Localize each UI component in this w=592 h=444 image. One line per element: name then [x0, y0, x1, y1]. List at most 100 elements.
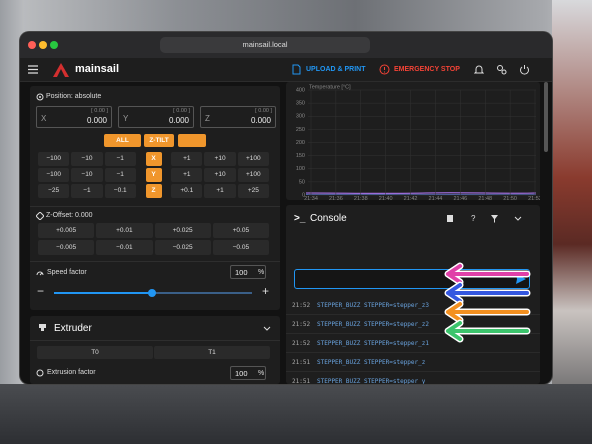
jog-button[interactable]: +1 — [171, 168, 203, 182]
axis-button[interactable]: Y — [145, 168, 162, 182]
zoom-button[interactable] — [50, 41, 58, 49]
message-time: 21:52 — [292, 302, 311, 309]
z-offset-button[interactable]: +0.025 — [154, 223, 211, 238]
scrollbar[interactable] — [544, 82, 548, 152]
jog-button[interactable]: +1 — [204, 184, 236, 198]
jog-button[interactable]: +0.1 — [171, 184, 203, 198]
extruder-icon — [39, 324, 46, 331]
speed-increase[interactable]: + — [262, 284, 270, 298]
speed-unit: % — [258, 269, 265, 276]
arrow-pink — [444, 262, 531, 286]
jog-button[interactable]: +100 — [237, 168, 269, 182]
axis-input[interactable]: Z [ 0.00 ] 0.000 — [200, 106, 276, 128]
axis-value: 0.000 — [250, 116, 271, 125]
position-icon — [36, 93, 44, 101]
jog-button[interactable]: −0.1 — [104, 184, 136, 198]
motors-off-button[interactable] — [178, 134, 206, 147]
message-text: STEPPER_BUZZ STEPPER=stepper_z2 — [317, 321, 429, 328]
wallpaper — [0, 384, 592, 444]
jog-button[interactable]: +25 — [237, 184, 269, 198]
x-tick-label: 21:34 — [304, 196, 318, 200]
x-tick-label: 21:50 — [503, 196, 517, 200]
y-tick-label: 150 — [296, 153, 305, 159]
wallpaper — [552, 0, 592, 444]
y-tick-label: 250 — [296, 127, 305, 133]
toolhead-panel: Position: absolute Z-Offset: 0.000 Speed… — [30, 86, 280, 310]
power-icon[interactable] — [519, 64, 530, 75]
console-toolbar[interactable]: ? — [447, 214, 527, 224]
jog-button[interactable]: +10 — [204, 152, 236, 166]
jog-button[interactable]: −10 — [71, 168, 103, 182]
jog-button[interactable]: +1 — [171, 152, 203, 166]
divider — [30, 340, 280, 341]
speed-slider-knob[interactable] — [148, 289, 156, 297]
jog-button[interactable]: −1 — [104, 152, 136, 166]
tool-button[interactable]: T1 — [154, 346, 270, 359]
extrusion-factor-label: Extrusion factor — [47, 369, 96, 376]
brand: mainsail — [75, 63, 120, 75]
upload-button[interactable]: UPLOAD & PRINT — [306, 66, 366, 73]
jog-button[interactable]: −1 — [104, 168, 136, 182]
axis-target: [ 0.00 ] — [91, 108, 108, 114]
position-title: Position: absolute — [46, 93, 102, 100]
jog-button[interactable]: −10 — [71, 152, 103, 166]
jog-button[interactable]: −100 — [38, 152, 70, 166]
speed-decrease[interactable]: − — [37, 284, 45, 298]
jog-button[interactable]: +100 — [237, 152, 269, 166]
menu-icon[interactable] — [28, 65, 38, 74]
minimize-button[interactable] — [39, 41, 47, 49]
divider — [30, 261, 280, 262]
x-tick-label: 21:44 — [429, 196, 443, 200]
message-time: 21:52 — [292, 321, 311, 328]
x-tick-label: 21:38 — [354, 196, 368, 200]
divider — [286, 352, 540, 353]
notifications-icon[interactable] — [474, 64, 484, 75]
console-title: Console — [310, 213, 347, 224]
jog-button[interactable]: −100 — [38, 168, 70, 182]
close-button[interactable] — [28, 41, 36, 49]
x-tick-label: 21:48 — [478, 196, 492, 200]
z-offset-button[interactable]: +0.005 — [38, 223, 95, 238]
extrusion-factor-input[interactable]: 100 — [230, 366, 266, 380]
axis-input[interactable]: Y [ 0.00 ] 0.000 — [118, 106, 194, 128]
settings-icon[interactable] — [496, 64, 507, 75]
y-tick-label: 350 — [296, 101, 305, 107]
z-offset-button[interactable]: −0.05 — [212, 240, 269, 255]
axis-value: 0.000 — [86, 116, 107, 125]
arrow-orange — [444, 300, 531, 324]
axis-label: Z — [205, 114, 210, 123]
temperature-chart: Temperature [°C] 400 350 300 250 200 150 100 50… — [296, 84, 540, 200]
tool-button[interactable]: T0 — [37, 346, 153, 359]
z-offset-button[interactable]: −0.01 — [96, 240, 153, 255]
axis-input[interactable]: X [ 0.00 ] 0.000 — [36, 106, 112, 128]
home-button[interactable]: ALL — [104, 134, 141, 147]
speed-label: Speed factor — [47, 269, 87, 276]
jog-button[interactable]: −25 — [38, 184, 70, 198]
home-button[interactable]: Z-TILT — [144, 134, 174, 147]
speed-input[interactable]: 100 — [230, 265, 266, 279]
x-tick-label: 21:46 — [453, 196, 467, 200]
axis-target: [ 0.00 ] — [255, 108, 272, 114]
x-tick-label: 21:52 — [528, 196, 540, 200]
title-bar: mainsail.local — [20, 32, 552, 58]
address-bar[interactable]: mainsail.local — [160, 37, 370, 53]
extrusion-factor-unit: % — [258, 370, 265, 377]
jog-button[interactable]: −1 — [71, 184, 103, 198]
arrow-green — [444, 319, 531, 343]
z-offset-button[interactable]: −0.005 — [38, 240, 95, 255]
emergency-stop-button[interactable]: EMERGENCY STOP — [394, 66, 460, 73]
collapse-icon[interactable] — [263, 326, 271, 331]
z-offset-button[interactable]: +0.01 — [96, 223, 153, 238]
jog-button[interactable]: +10 — [204, 168, 236, 182]
x-tick-label: 21:42 — [404, 196, 418, 200]
temperature-panel: Temperature [°C] 400 350 300 250 200 150 100 50… — [286, 82, 540, 200]
stop-icon — [379, 64, 390, 75]
speed-slider-fill — [54, 292, 152, 294]
z-offset-button[interactable]: −0.025 — [154, 240, 211, 255]
axis-button[interactable]: X — [145, 152, 162, 166]
divider — [286, 314, 540, 315]
divider — [286, 371, 540, 372]
z-offset-button[interactable]: +0.05 — [212, 223, 269, 238]
axis-button[interactable]: Z — [145, 184, 162, 198]
